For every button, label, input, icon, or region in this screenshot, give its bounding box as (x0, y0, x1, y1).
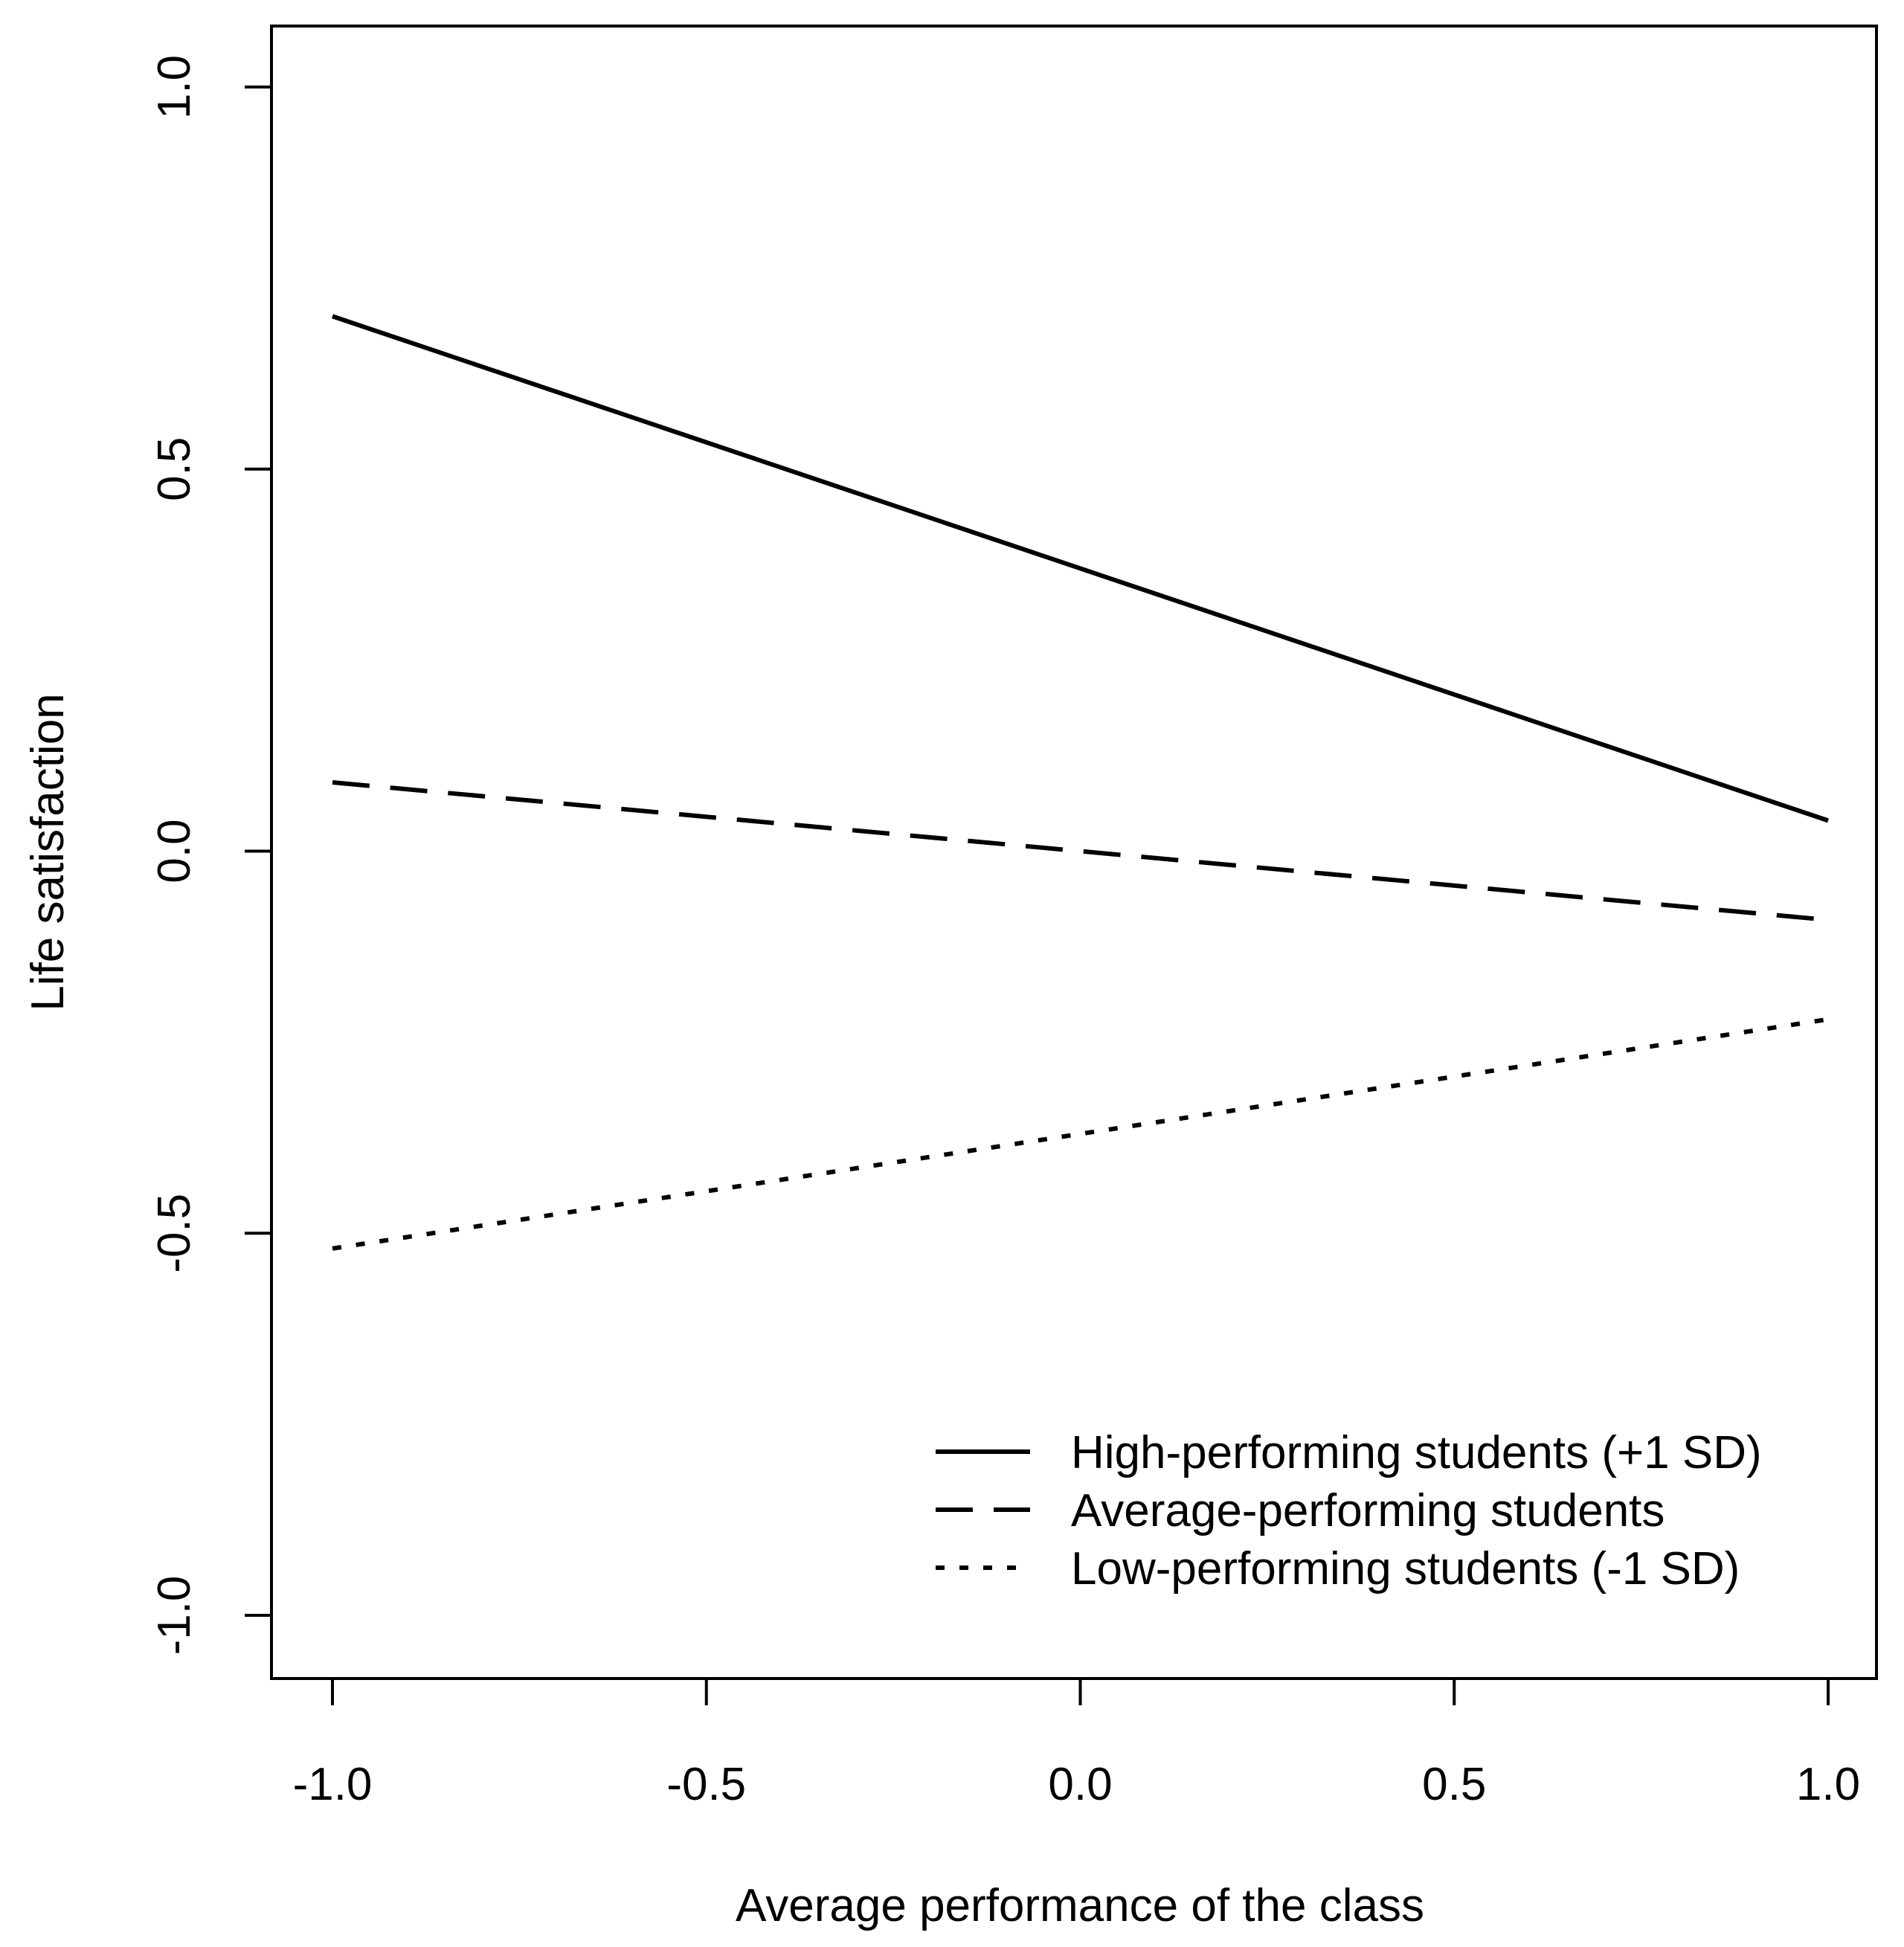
y-axis: -1.0 -0.5 0.0 0.5 1.0 (149, 55, 273, 1655)
series-line-1 (332, 314, 1829, 823)
x-axis: -1.0 -0.5 0.0 0.5 1.0 (293, 1677, 1860, 1810)
x-tick-label: 0.5 (1422, 1759, 1486, 1810)
x-tick-label: 0.0 (1048, 1759, 1112, 1810)
x-tick-label: -0.5 (666, 1759, 746, 1810)
x-tick-label: -1.0 (293, 1759, 373, 1810)
series-line-3 (332, 1017, 1829, 1251)
legend: High-performing students (+1 SD) Average-… (936, 1427, 1762, 1594)
series-layer (332, 314, 1829, 1251)
legend-label-1: High-performing students (+1 SD) (1071, 1427, 1762, 1478)
y-tick-label: 0.5 (149, 437, 200, 501)
y-axis-title: Life satisfaction (22, 693, 74, 1011)
legend-label-3: Low-performing students (-1 SD) (1071, 1543, 1740, 1594)
y-tick-label: -1.0 (149, 1576, 200, 1655)
y-tick-label: -0.5 (149, 1194, 200, 1273)
y-tick-label: 1.0 (149, 55, 200, 119)
y-tick-label: 0.0 (149, 819, 200, 883)
x-axis-title: Average performance of the class (736, 1880, 1424, 1931)
series-line-2 (332, 780, 1829, 922)
legend-label-2: Average-performing students (1071, 1485, 1665, 1536)
x-tick-label: 1.0 (1796, 1759, 1860, 1810)
